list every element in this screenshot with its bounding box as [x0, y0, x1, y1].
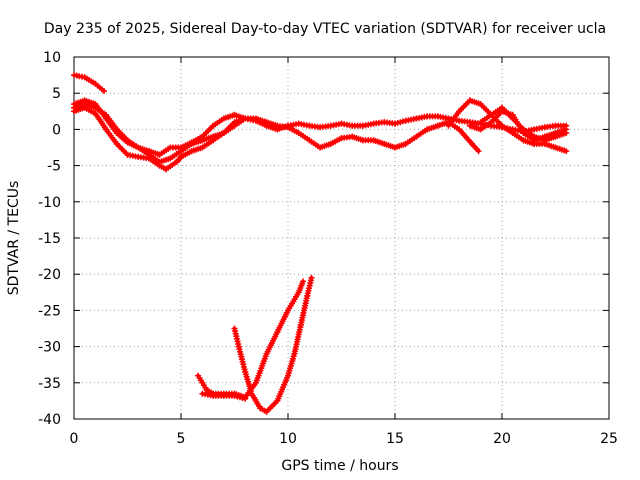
y-tick-label: 0 — [52, 122, 61, 138]
y-tick-label: -35 — [38, 376, 61, 392]
x-tick-label: 5 — [177, 431, 186, 447]
grid — [74, 57, 609, 419]
y-tick-label: -25 — [38, 303, 61, 319]
x-axis-label: GPS time / hours — [281, 458, 398, 474]
chart-title: Day 235 of 2025, Sidereal Day-to-day VTE… — [44, 21, 606, 37]
x-tick-label: 15 — [386, 431, 404, 447]
y-tick-label: -20 — [38, 267, 61, 283]
y-tick-label: -40 — [38, 412, 61, 428]
series-track-1 — [71, 72, 107, 94]
y-tick-label: -15 — [38, 231, 61, 247]
y-axis-label: SDTVAR / TECUs — [6, 181, 22, 296]
y-tick-label: -10 — [38, 195, 61, 211]
tick-labels: 0 5 10 15 20 25 10 5 0 -5 -10 -15 -20 -25 -30 -35 -40 — [38, 50, 618, 447]
x-tick-label: 25 — [600, 431, 618, 447]
y-tick-label: -5 — [47, 159, 61, 175]
y-tick-label: -30 — [38, 340, 61, 356]
x-tick-label: 0 — [70, 431, 79, 447]
plot-area — [71, 72, 569, 415]
y-tick-label: 10 — [43, 50, 61, 66]
y-tick-label: 5 — [52, 86, 61, 102]
chart: Day 235 of 2025, Sidereal Day-to-day VTE… — [0, 0, 640, 480]
x-tick-label: 20 — [493, 431, 511, 447]
series-track-3 — [71, 105, 482, 173]
x-tick-label: 10 — [279, 431, 297, 447]
